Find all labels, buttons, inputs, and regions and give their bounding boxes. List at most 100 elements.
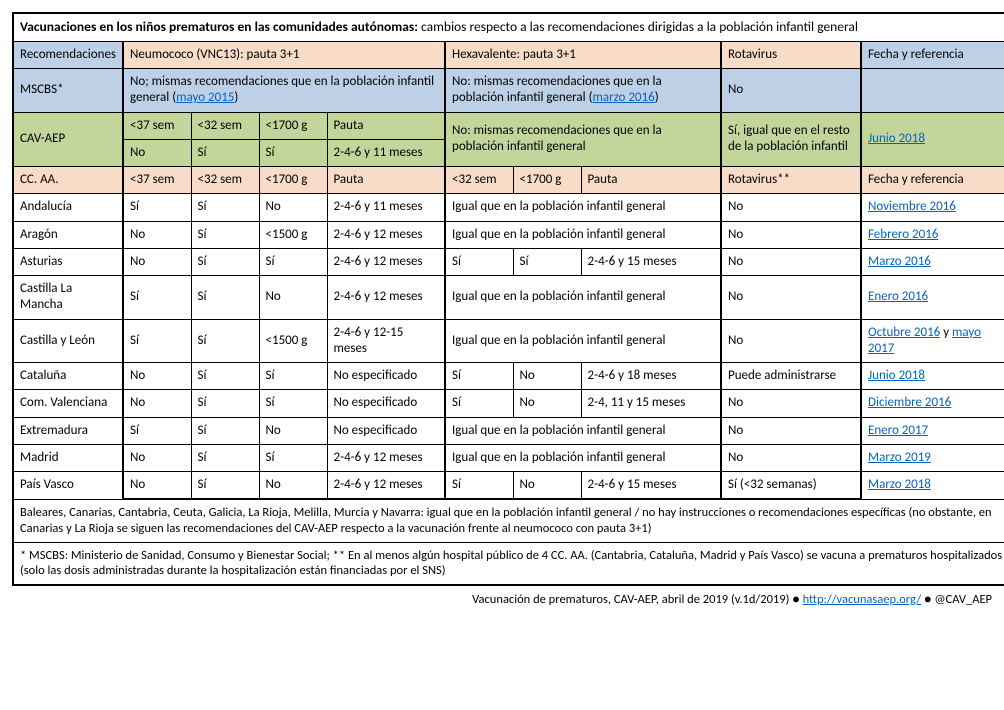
- cell-h1: Sí: [445, 248, 513, 275]
- cell-n2: Sí: [191, 248, 259, 275]
- ref-link[interactable]: Octubre 2016: [868, 325, 940, 340]
- ref-link[interactable]: Noviembre 2016: [868, 199, 956, 214]
- region-name: Extremadura: [13, 417, 123, 444]
- cell-n1: Sí: [123, 276, 191, 320]
- cell-hexa-span: Igual que en la población infantil gener…: [445, 276, 721, 320]
- cavaep-ref: Junio 2018: [861, 112, 1004, 167]
- cavaep-label: CAV-AEP: [13, 112, 123, 167]
- cell-rota: Sí (<32 semanas): [721, 472, 861, 500]
- cell-n1: No: [123, 221, 191, 248]
- ccaa-h2: <1700 g: [513, 167, 581, 194]
- cell-rota: No: [721, 390, 861, 417]
- ccaa-h3: Pauta: [581, 167, 721, 194]
- ref-link[interactable]: Marzo 2018: [868, 477, 931, 492]
- footer: Vacunación de prematuros, CAV-AEP, abril…: [12, 592, 992, 607]
- cell-n1: No: [123, 390, 191, 417]
- cell-n1: Sí: [123, 194, 191, 221]
- cell-hexa-span: Igual que en la población infantil gener…: [445, 417, 721, 444]
- cell-ref: Octubre 2016 y mayo 2017: [861, 319, 1004, 363]
- cell-n1: Sí: [123, 417, 191, 444]
- cell-n1: No: [123, 444, 191, 471]
- cell-ref: Enero 2017: [861, 417, 1004, 444]
- cell-h1: Sí: [445, 472, 513, 500]
- cell-h1: Sí: [445, 390, 513, 417]
- ref-link[interactable]: Diciembre 2016: [868, 395, 951, 410]
- title-bold: Vacunaciones en los niños prematuros en …: [20, 18, 418, 35]
- cell-h3: 2-4-6 y 15 meses: [581, 248, 721, 275]
- ref-text: y: [940, 325, 952, 340]
- mscbs-neumo-link[interactable]: mayo 2015: [176, 90, 234, 105]
- cell-n4: 2-4-6 y 12 meses: [327, 276, 445, 320]
- cell-n2: Sí: [191, 276, 259, 320]
- note-2: * MSCBS: Ministerio de Sanidad, Consumo …: [13, 542, 1004, 585]
- table-title: Vacunaciones en los niños prematuros en …: [13, 13, 1004, 41]
- cell-h2: No: [513, 390, 581, 417]
- cell-ref: Marzo 2018: [861, 472, 1004, 500]
- cell-n1: No: [123, 363, 191, 390]
- ref-link[interactable]: Febrero 2016: [868, 227, 938, 242]
- ref-link[interactable]: Junio 2018: [868, 368, 925, 383]
- cell-n3: No: [259, 472, 327, 500]
- cavaep-ref-link[interactable]: Junio 2018: [868, 131, 925, 146]
- hdr-neumococo: Neumococo (VNC13): pauta 3+1: [123, 41, 445, 68]
- ref-link[interactable]: Marzo 2019: [868, 450, 931, 465]
- cell-n2: Sí: [191, 319, 259, 363]
- cavaep-nh3: <1700 g: [259, 112, 327, 139]
- cell-n2: Sí: [191, 390, 259, 417]
- cell-h2: No: [513, 363, 581, 390]
- cell-hexa-span: Igual que en la población infantil gener…: [445, 194, 721, 221]
- cell-rota: No: [721, 319, 861, 363]
- cell-h1: Sí: [445, 363, 513, 390]
- mscbs-hexa: No: mismas recomendaciones que en la pob…: [445, 69, 721, 113]
- cell-n4: No especificado: [327, 363, 445, 390]
- cell-n4: No especificado: [327, 417, 445, 444]
- ccaa-ref: Fecha y referencia: [861, 167, 1004, 194]
- title-rest: cambios respecto a las recomendaciones d…: [418, 18, 858, 35]
- note-1: Baleares, Canarias, Cantabria, Ceuta, Ga…: [13, 499, 1004, 542]
- cell-h3: 2-4-6 y 18 meses: [581, 363, 721, 390]
- cell-n3: Sí: [259, 248, 327, 275]
- ref-link[interactable]: Enero 2016: [868, 289, 928, 304]
- cell-n1: Sí: [123, 319, 191, 363]
- cell-rota: No: [721, 221, 861, 248]
- cell-h3: 2-4, 11 y 15 meses: [581, 390, 721, 417]
- cell-n4: 2-4-6 y 12 meses: [327, 444, 445, 471]
- mscbs-rota: No: [721, 69, 861, 113]
- cell-n2: Sí: [191, 363, 259, 390]
- cell-ref: Marzo 2016: [861, 248, 1004, 275]
- ccaa-n3: <1700 g: [259, 167, 327, 194]
- vaccination-table: Vacunaciones en los niños prematuros en …: [12, 12, 1004, 586]
- cell-n1: No: [123, 248, 191, 275]
- cell-n2: Sí: [191, 417, 259, 444]
- region-name: Com. Valenciana: [13, 390, 123, 417]
- cavaep-nv2: Sí: [191, 139, 259, 166]
- cell-ref: Enero 2016: [861, 276, 1004, 320]
- cell-rota: No: [721, 444, 861, 471]
- cell-n4: 2-4-6 y 12-15 meses: [327, 319, 445, 363]
- ccaa-n4: Pauta: [327, 167, 445, 194]
- mscbs-neumo-post: ): [234, 90, 238, 105]
- cell-n3: <1500 g: [259, 319, 327, 363]
- cell-ref: Diciembre 2016: [861, 390, 1004, 417]
- cavaep-nv4: 2-4-6 y 11 meses: [327, 139, 445, 166]
- cell-rota: No: [721, 194, 861, 221]
- cavaep-nv1: No: [123, 139, 191, 166]
- cell-n4: No especificado: [327, 390, 445, 417]
- mscbs-hexa-link[interactable]: marzo 2016: [593, 90, 655, 105]
- cell-ref: Junio 2018: [861, 363, 1004, 390]
- mscbs-label: MSCBS*: [13, 69, 123, 113]
- ref-link[interactable]: Enero 2017: [868, 423, 928, 438]
- cell-hexa-span: Igual que en la población infantil gener…: [445, 444, 721, 471]
- cell-n3: No: [259, 417, 327, 444]
- cell-n3: Sí: [259, 444, 327, 471]
- cell-h3: 2-4-6 y 15 meses: [581, 472, 721, 500]
- cell-n2: Sí: [191, 194, 259, 221]
- cavaep-nh4: Pauta: [327, 112, 445, 139]
- footer-link[interactable]: http://vacunasaep.org/: [803, 592, 922, 607]
- cell-n2: Sí: [191, 221, 259, 248]
- cell-rota: No: [721, 248, 861, 275]
- ccaa-n2: <32 sem: [191, 167, 259, 194]
- cell-rota: Puede administrarse: [721, 363, 861, 390]
- cell-n3: Sí: [259, 390, 327, 417]
- ref-link[interactable]: Marzo 2016: [868, 254, 931, 269]
